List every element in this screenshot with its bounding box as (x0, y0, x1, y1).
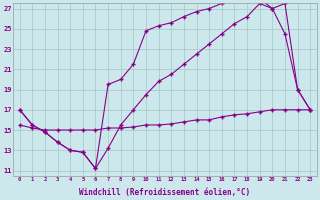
X-axis label: Windchill (Refroidissement éolien,°C): Windchill (Refroidissement éolien,°C) (79, 188, 251, 197)
